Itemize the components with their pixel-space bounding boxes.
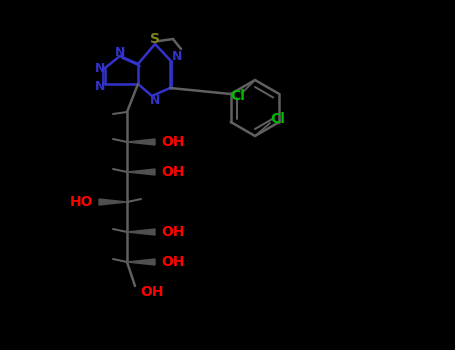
Polygon shape: [127, 139, 155, 145]
Text: HO: HO: [70, 195, 93, 209]
Text: N: N: [95, 79, 105, 92]
Polygon shape: [127, 169, 155, 175]
Text: N: N: [115, 46, 125, 58]
Text: OH: OH: [161, 255, 184, 269]
Text: N: N: [95, 62, 105, 75]
Text: OH: OH: [161, 165, 184, 179]
Text: Cl: Cl: [271, 112, 285, 126]
Text: N: N: [172, 50, 182, 63]
Text: OH: OH: [161, 135, 184, 149]
Polygon shape: [99, 199, 127, 205]
Text: Cl: Cl: [231, 89, 245, 103]
Text: OH: OH: [140, 285, 163, 299]
Text: N: N: [150, 93, 160, 106]
Text: OH: OH: [161, 225, 184, 239]
Polygon shape: [127, 259, 155, 265]
Text: S: S: [150, 32, 160, 46]
Polygon shape: [127, 229, 155, 235]
